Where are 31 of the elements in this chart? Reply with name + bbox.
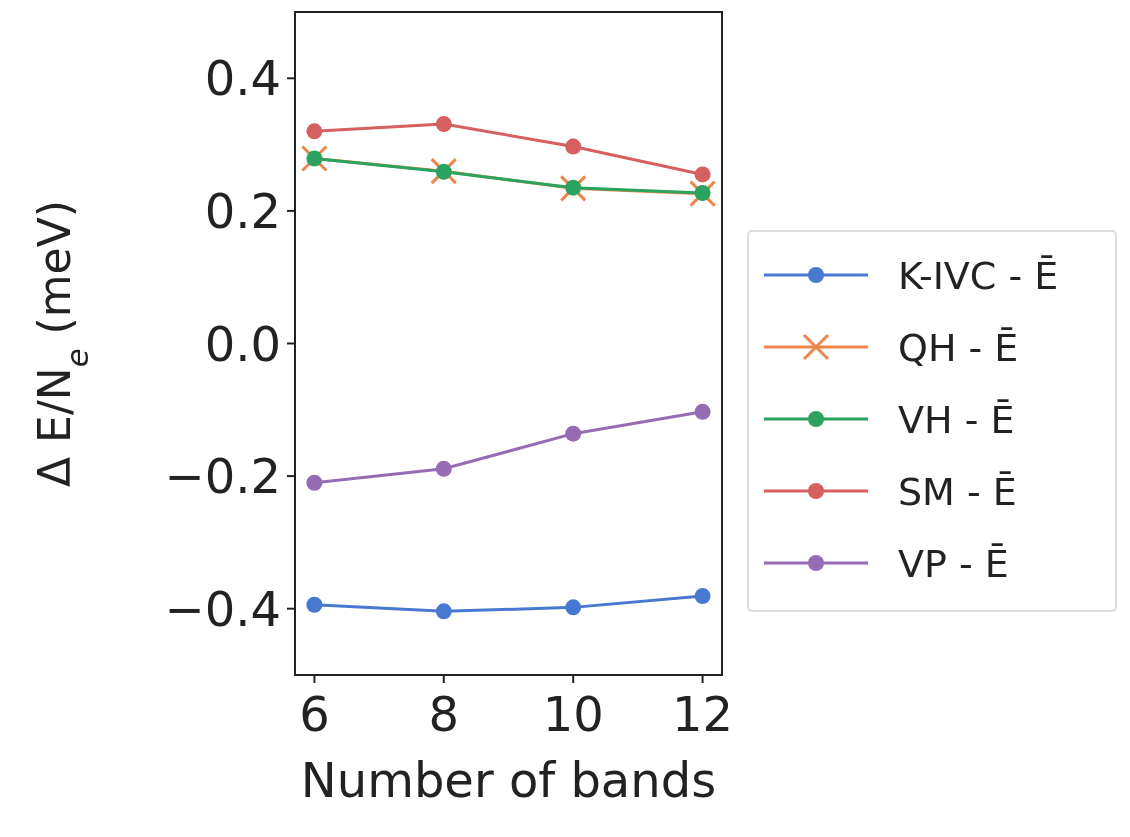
point (694, 166, 711, 183)
point (435, 603, 452, 620)
x-tick-label: 8 (428, 686, 460, 742)
point (565, 179, 582, 196)
y-tick-label: 0.4 (204, 50, 281, 107)
y-tick-label: −0.2 (164, 448, 281, 505)
point (435, 116, 452, 133)
point (565, 599, 582, 616)
point (565, 425, 582, 442)
point (306, 474, 323, 491)
x-tick-label: 10 (542, 686, 604, 742)
point (694, 185, 711, 201)
y-tick-label: 0.0 (204, 315, 281, 372)
point (435, 460, 452, 477)
legend-label: VH - Ē (898, 398, 1015, 442)
y-tick-label: −0.4 (164, 580, 281, 637)
x-axis-title: Number of bands (300, 752, 717, 808)
point (435, 163, 452, 180)
legend-label: VP - Ē (898, 542, 1009, 586)
legend-label: QH - Ē (898, 326, 1019, 370)
point (565, 138, 582, 155)
legend-label: K-IVC - Ē (898, 254, 1059, 298)
point (306, 150, 323, 167)
x-tick-label: 12 (672, 686, 734, 742)
x-tick-label: 6 (299, 686, 330, 742)
point (694, 588, 711, 605)
point (306, 596, 323, 613)
point (306, 123, 323, 140)
legend-label: SM - Ē (898, 470, 1017, 514)
y-tick-label: 0.2 (204, 182, 281, 239)
point (694, 403, 711, 420)
